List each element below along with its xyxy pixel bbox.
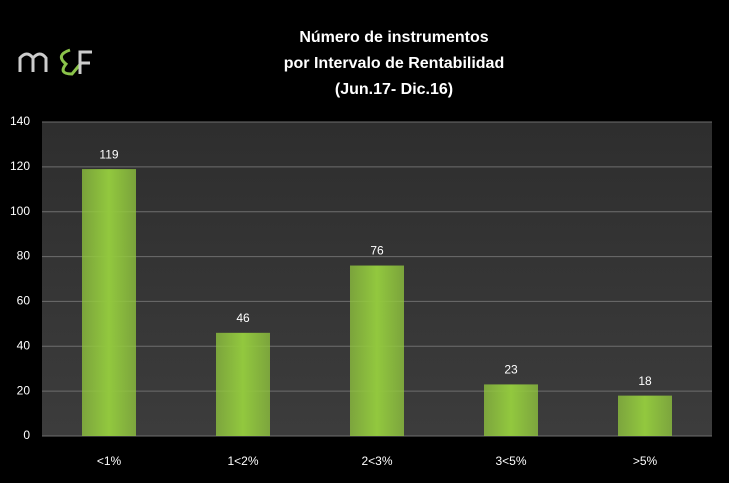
chart-title: (Jun.17- Dic.16) — [335, 81, 453, 98]
data-label: 119 — [99, 147, 118, 161]
y-tick-label: 20 — [17, 383, 31, 397]
data-label: 76 — [370, 244, 384, 258]
y-tick-label: 60 — [17, 294, 31, 308]
y-tick-label: 120 — [10, 159, 30, 173]
x-tick-label: <1% — [97, 454, 122, 468]
x-tick-label: 1<2% — [227, 454, 258, 468]
chart-title: Número de instrumentos — [299, 29, 488, 46]
logo — [18, 48, 92, 76]
x-tick-label: 2<3% — [361, 454, 392, 468]
x-tick-label: >5% — [633, 454, 658, 468]
data-label: 46 — [236, 311, 250, 325]
bar — [350, 265, 404, 436]
data-label: 23 — [504, 363, 518, 377]
y-tick-label: 140 — [10, 114, 30, 128]
bar — [216, 332, 270, 436]
y-tick-label: 40 — [17, 338, 31, 352]
y-tick-label: 0 — [23, 428, 30, 442]
chart-title: por Intervalo de Rentabilidad — [284, 55, 504, 72]
y-tick-label: 80 — [17, 249, 31, 263]
y-tick-label: 100 — [10, 204, 30, 218]
data-label: 18 — [638, 374, 652, 388]
bar — [484, 384, 538, 436]
bar — [82, 169, 136, 436]
bar — [618, 395, 672, 436]
x-tick-label: 3<5% — [495, 454, 526, 468]
